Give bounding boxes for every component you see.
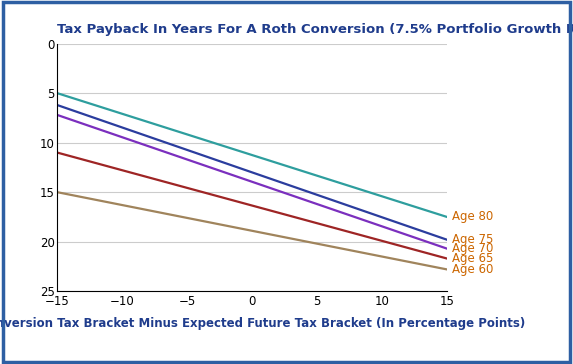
Text: Age 60: Age 60 [452,263,493,276]
Text: Age 75: Age 75 [452,233,493,246]
X-axis label: Conversion Tax Bracket Minus Expected Future Tax Bracket (In Percentage Points): Conversion Tax Bracket Minus Expected Fu… [0,317,525,330]
Text: Tax Payback In Years For A Roth Conversion (7.5% Portfolio Growth Rate): Tax Payback In Years For A Roth Conversi… [57,23,573,36]
Text: Age 80: Age 80 [452,210,493,223]
Text: Age 70: Age 70 [452,242,493,255]
Text: Age 65: Age 65 [452,252,493,265]
